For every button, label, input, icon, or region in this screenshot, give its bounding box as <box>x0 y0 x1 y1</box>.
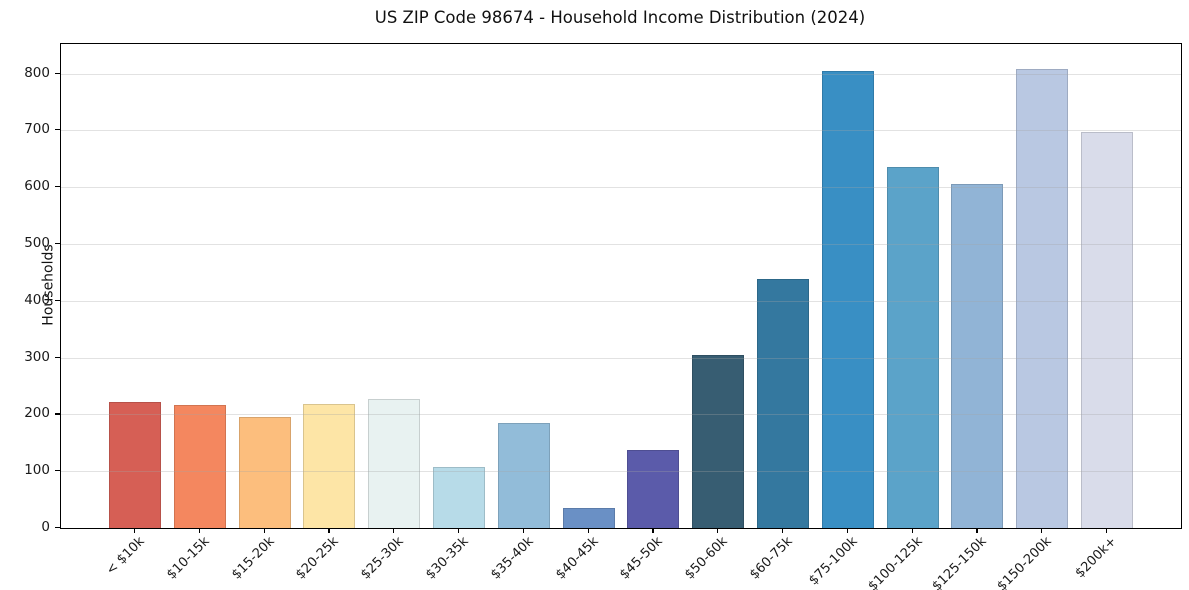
y-tick-mark <box>55 470 60 472</box>
x-tick-mark <box>1041 528 1043 533</box>
x-tick-label-< $10k: < $10k <box>103 534 148 579</box>
x-tick-mark <box>976 528 978 533</box>
y-tick-mark <box>55 129 60 131</box>
x-tick-mark <box>458 528 460 533</box>
y-tick-mark <box>55 186 60 188</box>
y-tick-mark <box>55 527 60 529</box>
x-tick-mark <box>263 528 265 533</box>
bar-$30-35k <box>432 466 485 528</box>
y-tick-label-100: 100 <box>24 462 50 479</box>
x-tick-mark <box>717 528 719 533</box>
y-tick-label-700: 700 <box>24 121 50 138</box>
y-tick-mark <box>55 243 60 245</box>
bar-$50-60k <box>692 354 745 528</box>
x-tick-mark <box>911 528 913 533</box>
y-tick-label-200: 200 <box>24 405 50 422</box>
bar-$150-200k <box>1016 69 1069 528</box>
y-tick-label-0: 0 <box>41 519 50 535</box>
x-tick-mark <box>587 528 589 533</box>
bar-$40-45k <box>562 508 615 528</box>
bar-$75-100k <box>821 70 874 528</box>
y-tick-label-600: 600 <box>24 178 50 195</box>
y-tick-mark <box>55 413 60 415</box>
y-tick-mark <box>55 72 60 74</box>
x-tick-mark <box>522 528 524 533</box>
bar-$125-150k <box>951 184 1004 528</box>
bar-$60-75k <box>756 278 809 528</box>
y-axis-label: Households <box>40 244 57 326</box>
x-tick-mark <box>134 528 136 533</box>
bar-$10-15k <box>173 404 226 528</box>
bar-$45-50k <box>627 449 680 528</box>
x-tick-mark <box>393 528 395 533</box>
bar-$20-25k <box>303 403 356 528</box>
bar-$15-20k <box>238 417 291 528</box>
bars-layer <box>61 44 1181 528</box>
y-tick-label-800: 800 <box>24 64 50 81</box>
bar-$200k+ <box>1080 131 1133 528</box>
y-tick-mark <box>55 356 60 358</box>
y-tick-mark <box>55 299 60 301</box>
y-tick-label-400: 400 <box>24 291 50 308</box>
x-tick-mark <box>652 528 654 533</box>
x-tick-mark <box>328 528 330 533</box>
bar-< $10k <box>109 401 161 528</box>
x-tick-mark <box>198 528 200 533</box>
bar-$25-30k <box>368 399 421 528</box>
plot-area <box>60 43 1182 529</box>
chart-title: US ZIP Code 98674 - Household Income Dis… <box>374 8 866 27</box>
bar-$35-40k <box>497 422 550 528</box>
x-tick-mark <box>846 528 848 533</box>
y-tick-label-300: 300 <box>24 348 50 365</box>
bar-$100-125k <box>886 166 939 528</box>
x-tick-mark <box>782 528 784 533</box>
x-tick-mark <box>1106 528 1108 533</box>
y-tick-label-500: 500 <box>24 235 50 251</box>
